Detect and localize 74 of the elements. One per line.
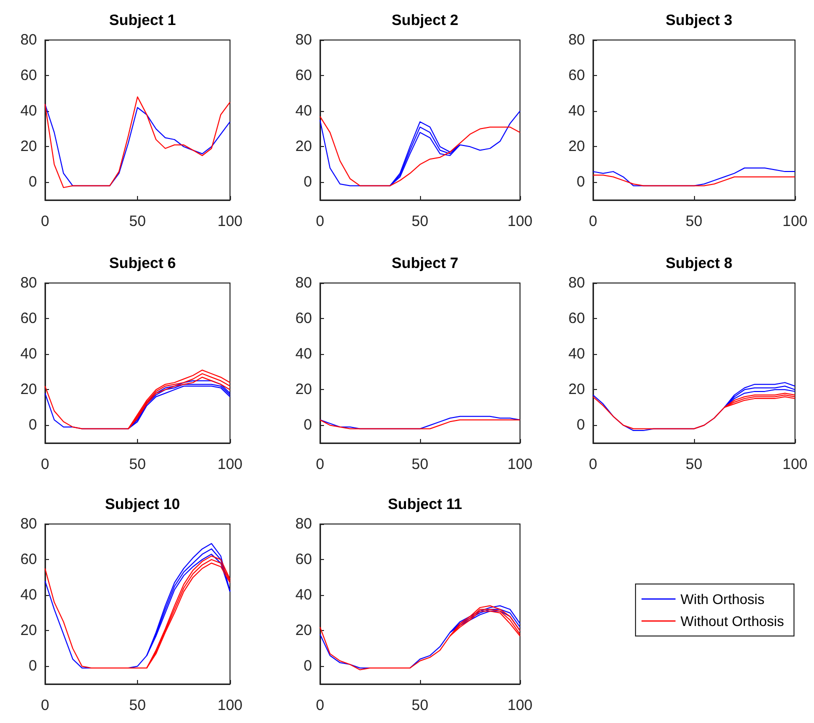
y-tick-label: 20 (20, 138, 37, 156)
x-tick-label: 100 (507, 456, 533, 473)
x-tick-label: 0 (588, 456, 598, 473)
x-tick-label: 50 (129, 456, 146, 473)
y-tick-label: 0 (28, 658, 37, 675)
y-tick-label: 40 (568, 346, 585, 363)
y-tick-label: 0 (576, 416, 585, 434)
chart-title: Subject 2 (392, 12, 458, 29)
y-tick-label: 0 (28, 174, 37, 191)
x-tick-label: 100 (782, 456, 808, 473)
y-tick-label: 40 (20, 586, 37, 604)
y-tick-label: 60 (568, 67, 585, 84)
y-tick-label: 40 (568, 102, 585, 120)
y-tick-label: 60 (20, 310, 37, 328)
y-tick-label: 80 (568, 274, 585, 292)
y-tick-label: 40 (20, 346, 37, 363)
y-tick-label: 40 (295, 346, 312, 363)
y-tick-label: 20 (568, 381, 585, 398)
x-tick-label: 0 (40, 213, 50, 230)
y-tick-label: 20 (295, 138, 312, 156)
chart-title: Subject 1 (109, 12, 176, 29)
y-tick-label: 80 (295, 32, 312, 48)
y-tick-label: 60 (20, 67, 37, 84)
y-tick-label: 80 (295, 516, 312, 532)
y-tick-label: 80 (20, 32, 37, 48)
x-tick-label: 50 (129, 697, 146, 714)
y-tick-label: 0 (304, 416, 312, 434)
y-tick-label: 60 (568, 310, 585, 328)
x-tick-label: 100 (507, 213, 533, 230)
y-tick-label: 40 (295, 102, 312, 120)
legend-label: With Orthosis (680, 591, 765, 607)
y-tick-label: 20 (20, 622, 37, 640)
y-tick-label: 80 (20, 274, 37, 292)
y-tick-label: 60 (295, 551, 312, 568)
x-tick-label: 50 (129, 213, 146, 230)
y-tick-label: 0 (304, 174, 312, 191)
y-tick-label: 20 (295, 622, 312, 640)
x-tick-label: 100 (217, 456, 243, 473)
y-tick-label: 40 (295, 586, 312, 604)
y-tick-label: 20 (20, 381, 37, 398)
x-tick-label: 0 (316, 697, 324, 714)
legend-label: Without Orthosis (680, 613, 784, 629)
y-tick-label: 40 (20, 102, 37, 120)
x-tick-label: 50 (686, 213, 702, 230)
x-tick-label: 0 (40, 697, 50, 714)
chart-title: Subject 3 (666, 12, 732, 29)
x-tick-label: 0 (40, 456, 50, 473)
x-tick-label: 0 (588, 213, 598, 230)
y-tick-label: 60 (295, 67, 312, 84)
x-tick-label: 0 (316, 456, 324, 473)
y-tick-label: 0 (304, 658, 312, 675)
chart-title: Subject 7 (392, 255, 458, 272)
y-tick-label: 60 (295, 310, 312, 328)
y-tick-label: 0 (576, 174, 585, 191)
x-tick-label: 50 (686, 456, 702, 473)
x-tick-label: 100 (507, 697, 533, 714)
chart-title: Subject 11 (388, 496, 462, 513)
x-tick-label: 100 (217, 697, 243, 714)
chart-title: Subject 10 (104, 496, 180, 513)
x-tick-label: 100 (217, 213, 243, 230)
y-tick-label: 20 (295, 381, 312, 398)
y-tick-label: 0 (28, 416, 37, 434)
x-tick-label: 0 (316, 213, 324, 230)
y-tick-label: 80 (20, 516, 37, 532)
x-tick-label: 50 (412, 697, 428, 714)
y-tick-label: 80 (568, 32, 585, 48)
chart-title: Subject 8 (666, 255, 732, 272)
x-tick-label: 100 (782, 213, 808, 230)
y-tick-label: 20 (568, 138, 585, 156)
chart-title: Subject 6 (109, 255, 176, 272)
y-tick-label: 60 (20, 551, 37, 568)
x-tick-label: 50 (412, 456, 428, 473)
x-tick-label: 50 (412, 213, 428, 230)
y-tick-label: 80 (295, 274, 312, 292)
